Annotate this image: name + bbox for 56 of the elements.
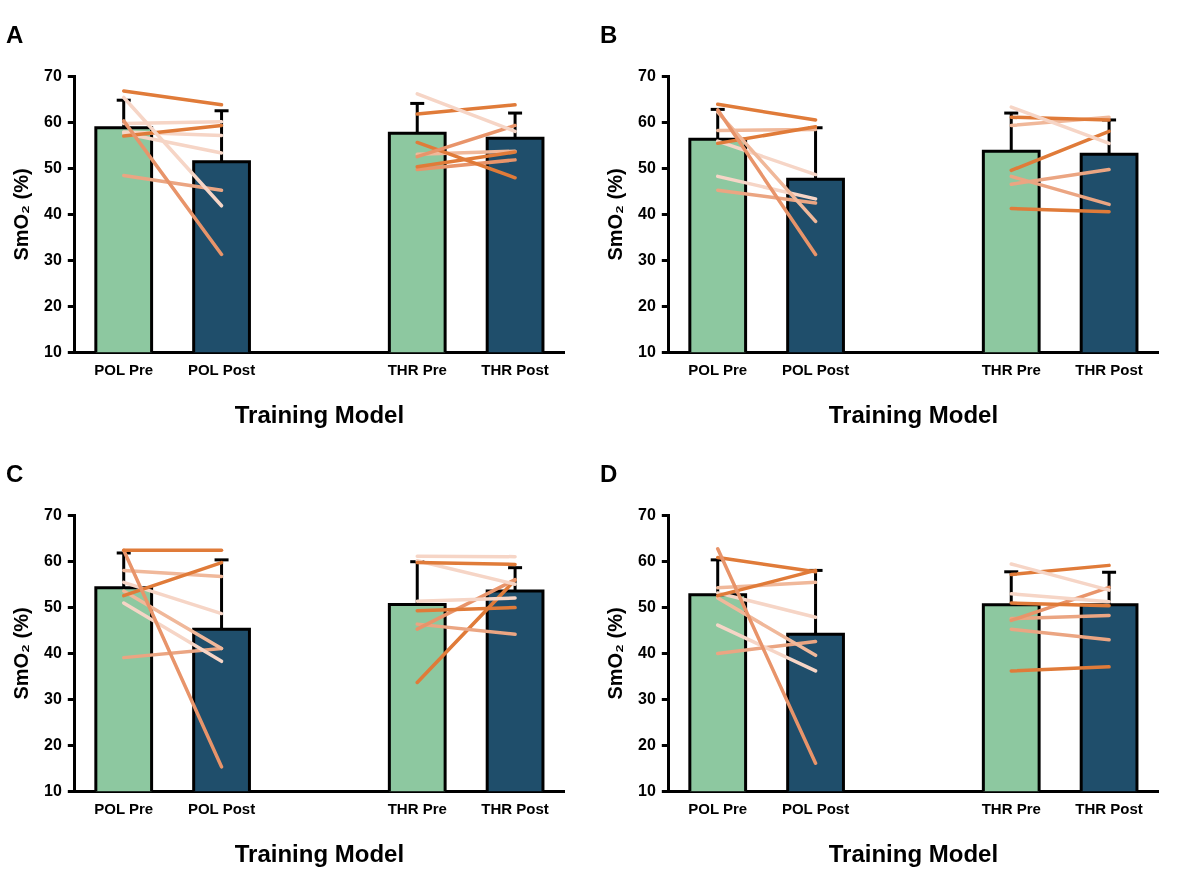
- y-tick-label: 30: [638, 689, 656, 707]
- y-tick-label: 60: [638, 552, 656, 570]
- x-tick-label: THR Pre: [981, 361, 1041, 379]
- y-tick-label: 40: [44, 643, 62, 661]
- y-tick-label: 70: [638, 67, 656, 85]
- x-tick-label: POL Post: [187, 800, 256, 818]
- x-tick-label: POL Pre: [94, 361, 154, 379]
- y-tick-label: 40: [44, 204, 62, 222]
- y-tick-label: 40: [638, 204, 656, 222]
- x-tick-label: POL Pre: [688, 361, 748, 379]
- x-tick-label: THR Post: [481, 361, 549, 379]
- y-tick-label: 30: [44, 250, 62, 268]
- y-axis-title: SmO₂ (%): [9, 607, 32, 700]
- y-tick-label: 70: [44, 67, 62, 85]
- x-tick-label: THR Pre: [387, 361, 447, 379]
- y-tick-label: 40: [638, 643, 656, 661]
- y-axis-title: SmO₂ (%): [603, 607, 626, 700]
- y-tick-label: 50: [638, 159, 656, 177]
- x-tick-label: THR Pre: [981, 800, 1041, 818]
- y-tick-label: 50: [44, 598, 62, 616]
- x-tick-label: THR Pre: [387, 800, 447, 818]
- chart-title: C: [6, 460, 24, 488]
- x-tick-label: THR Post: [1075, 800, 1143, 818]
- y-tick-label: 60: [44, 552, 62, 570]
- y-tick-label: 70: [638, 506, 656, 524]
- y-tick-label: 20: [638, 735, 656, 753]
- y-tick-label: 60: [638, 113, 656, 131]
- chart-title: B: [600, 21, 618, 49]
- chart-title: A: [6, 21, 24, 49]
- x-axis-title: Training Model: [234, 840, 405, 868]
- y-tick-label: 10: [44, 342, 62, 360]
- y-axis-title: SmO₂ (%): [9, 168, 32, 261]
- y-tick-label: 10: [44, 781, 62, 799]
- y-tick-label: 70: [44, 506, 62, 524]
- y-tick-label: 20: [44, 296, 62, 314]
- x-tick-label: POL Post: [187, 361, 256, 379]
- x-tick-label: POL Post: [781, 800, 850, 818]
- y-tick-label: 50: [44, 159, 62, 177]
- y-tick-label: 10: [638, 781, 656, 799]
- y-tick-label: 20: [638, 296, 656, 314]
- chart-title: D: [600, 460, 618, 488]
- y-tick-label: 30: [44, 689, 62, 707]
- y-tick-label: 30: [638, 250, 656, 268]
- y-axis-title: SmO₂ (%): [603, 168, 626, 261]
- y-tick-label: 60: [44, 113, 62, 131]
- x-axis-title: Training Model: [828, 840, 999, 868]
- x-tick-label: THR Post: [481, 800, 549, 818]
- x-tick-label: THR Post: [1075, 361, 1143, 379]
- x-axis-title: Training Model: [828, 401, 999, 429]
- x-tick-label: POL Post: [781, 361, 850, 379]
- y-tick-label: 20: [44, 735, 62, 753]
- x-tick-label: POL Pre: [688, 800, 748, 818]
- y-tick-label: 50: [638, 598, 656, 616]
- x-tick-label: POL Pre: [94, 800, 154, 818]
- y-tick-label: 10: [638, 342, 656, 360]
- x-axis-title: Training Model: [234, 401, 405, 429]
